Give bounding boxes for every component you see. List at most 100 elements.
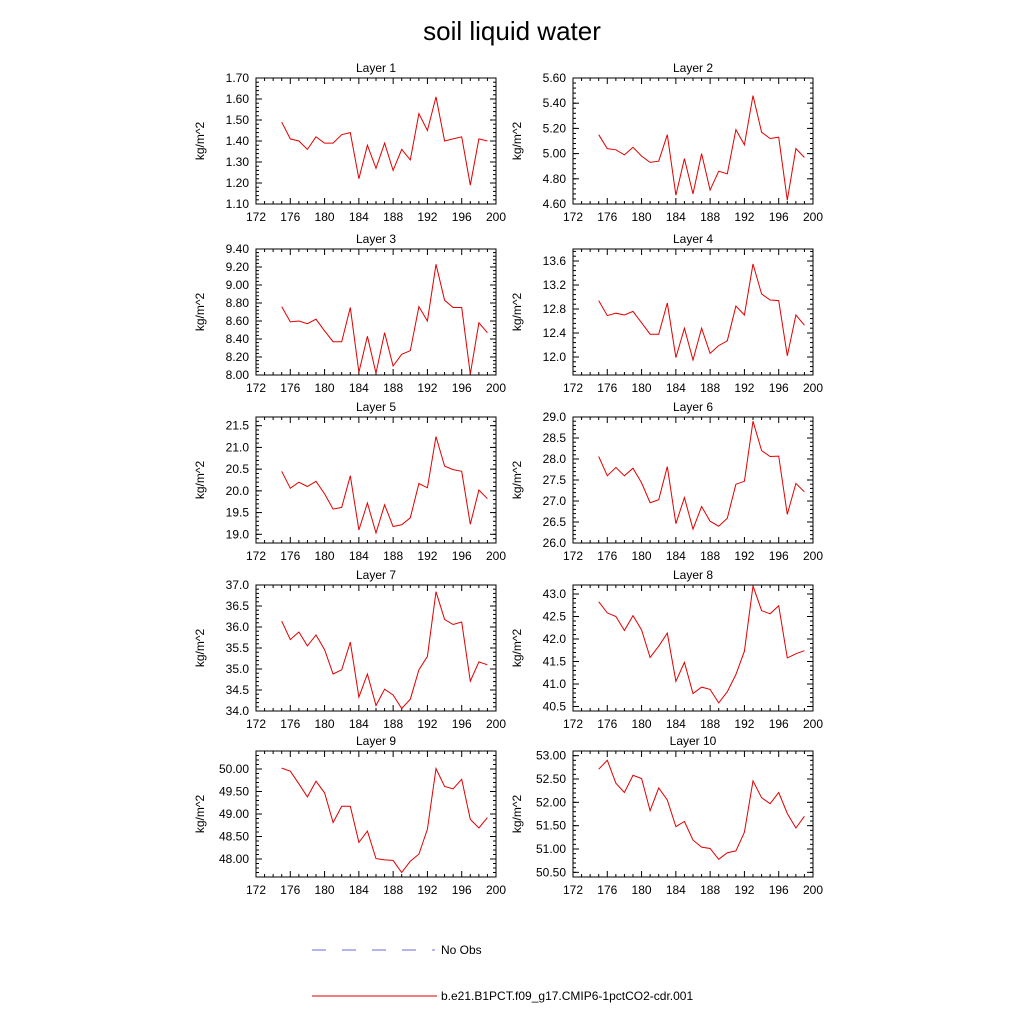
series-line (281, 591, 488, 710)
x-tick-label: 196 (452, 549, 472, 563)
x-tick-label: 176 (597, 381, 617, 395)
x-tick-label: 188 (700, 381, 720, 395)
panel-title: Layer 3 (356, 232, 396, 246)
x-tick-label: 196 (769, 717, 789, 731)
y-tick-label: 21.0 (226, 440, 250, 454)
y-tick-label: 8.40 (226, 332, 250, 346)
x-tick-label: 176 (597, 549, 617, 563)
panel-title: Layer 5 (356, 400, 396, 414)
chart-panel: Layer 2 172 176 180 184 188 192 196 200 4.60 4.80 5… (510, 61, 823, 224)
y-tick-label: 4.60 (543, 197, 567, 211)
y-tick-label: 12.4 (543, 326, 567, 340)
x-tick-label: 188 (383, 549, 403, 563)
x-tick-label: 172 (246, 883, 266, 897)
y-tick-label: 19.0 (226, 527, 250, 541)
plot-frame (255, 77, 497, 205)
y-tick-label: 5.60 (543, 71, 567, 85)
y-tick-label: 19.5 (226, 506, 250, 520)
series-line (598, 585, 805, 704)
y-tick-label: 52.50 (536, 772, 566, 786)
y-tick-label: 36.5 (226, 599, 250, 613)
chart-panel: Layer 4 172 176 180 184 188 192 196 200 12.0 12.4 1… (510, 232, 823, 395)
y-tick-label: 41.5 (543, 655, 567, 669)
y-tick-label: 1.40 (226, 134, 250, 148)
chart-panel: Layer 9 172 176 180 184 188 192 196 200 48.00 48.5… (193, 734, 506, 897)
legend-label-model: b.e21.B1PCT.f09_g17.CMIP6-1pctCO2-cdr.00… (441, 989, 693, 1003)
series-line (281, 436, 488, 535)
x-tick-label: 184 (349, 549, 369, 563)
y-tick-label: 49.00 (219, 807, 249, 821)
plot-frame (572, 750, 814, 878)
y-tick-label: 12.0 (543, 350, 567, 364)
x-tick-label: 184 (666, 210, 686, 224)
y-axis-label: kg/m^2 (193, 461, 207, 500)
panel-title: Layer 4 (673, 232, 713, 246)
x-tick-label: 188 (383, 717, 403, 731)
series-line (598, 759, 805, 860)
panel-title: Layer 6 (673, 400, 713, 414)
x-tick-label: 192 (734, 210, 754, 224)
x-tick-label: 200 (486, 381, 506, 395)
chart-panel: Layer 7 172 176 180 184 188 192 196 200 34.0 34.5 3… (193, 568, 506, 731)
y-axis-label: kg/m^2 (193, 122, 207, 161)
chart-panels: Layer 1 172 176 180 184 188 192 196 200 1.10 1.20 1… (193, 61, 823, 897)
panel-title: Layer 2 (673, 61, 713, 75)
x-tick-label: 176 (280, 549, 300, 563)
chart-panel: Layer 5 172 176 180 184 188 192 196 200 19.0 19.5 2… (193, 400, 506, 563)
y-tick-label: 42.0 (543, 632, 567, 646)
y-tick-label: 50.50 (536, 865, 566, 879)
y-tick-label: 37.0 (226, 578, 250, 592)
x-tick-label: 200 (486, 883, 506, 897)
x-tick-label: 184 (349, 381, 369, 395)
y-tick-label: 4.80 (543, 172, 567, 186)
x-tick-label: 192 (417, 549, 437, 563)
x-tick-label: 180 (632, 883, 652, 897)
x-tick-label: 172 (246, 210, 266, 224)
x-tick-label: 184 (349, 717, 369, 731)
chart-panel: Layer 1 172 176 180 184 188 192 196 200 1.10 1.20 1… (193, 61, 506, 224)
y-tick-label: 12.8 (543, 302, 567, 316)
x-tick-label: 184 (349, 883, 369, 897)
x-tick-label: 188 (700, 210, 720, 224)
y-tick-label: 49.50 (219, 785, 249, 799)
x-tick-label: 172 (563, 549, 583, 563)
y-tick-label: 34.5 (226, 683, 250, 697)
x-tick-label: 184 (666, 883, 686, 897)
y-tick-label: 48.00 (219, 852, 249, 866)
x-tick-label: 196 (452, 210, 472, 224)
y-tick-label: 43.0 (543, 587, 567, 601)
x-tick-label: 180 (315, 381, 335, 395)
y-tick-label: 27.5 (543, 473, 567, 487)
x-tick-label: 200 (486, 717, 506, 731)
x-tick-label: 172 (246, 549, 266, 563)
x-tick-label: 176 (280, 717, 300, 731)
y-tick-label: 13.6 (543, 254, 567, 268)
x-tick-label: 192 (417, 883, 437, 897)
y-tick-label: 29.0 (543, 410, 567, 424)
y-axis-label: kg/m^2 (193, 293, 207, 332)
y-tick-label: 35.0 (226, 662, 250, 676)
x-tick-label: 176 (280, 381, 300, 395)
y-axis-label: kg/m^2 (510, 293, 524, 332)
y-tick-label: 5.00 (543, 147, 567, 161)
x-tick-label: 180 (315, 549, 335, 563)
y-tick-label: 20.0 (226, 484, 250, 498)
x-tick-label: 200 (486, 210, 506, 224)
y-tick-label: 26.5 (543, 515, 567, 529)
series-line (281, 264, 488, 375)
y-tick-label: 9.40 (226, 242, 250, 256)
y-tick-label: 51.00 (536, 842, 566, 856)
plot-frame (572, 248, 814, 376)
series-line (598, 263, 805, 362)
y-tick-label: 8.60 (226, 314, 250, 328)
x-tick-label: 176 (597, 717, 617, 731)
y-axis-label: kg/m^2 (193, 795, 207, 834)
x-tick-label: 188 (383, 210, 403, 224)
figure-title: soil liquid water (423, 16, 601, 46)
y-tick-label: 1.10 (226, 197, 250, 211)
x-tick-label: 200 (803, 717, 823, 731)
x-tick-label: 172 (563, 883, 583, 897)
x-tick-label: 184 (666, 381, 686, 395)
panel-title: Layer 9 (356, 734, 396, 748)
x-tick-label: 192 (734, 883, 754, 897)
